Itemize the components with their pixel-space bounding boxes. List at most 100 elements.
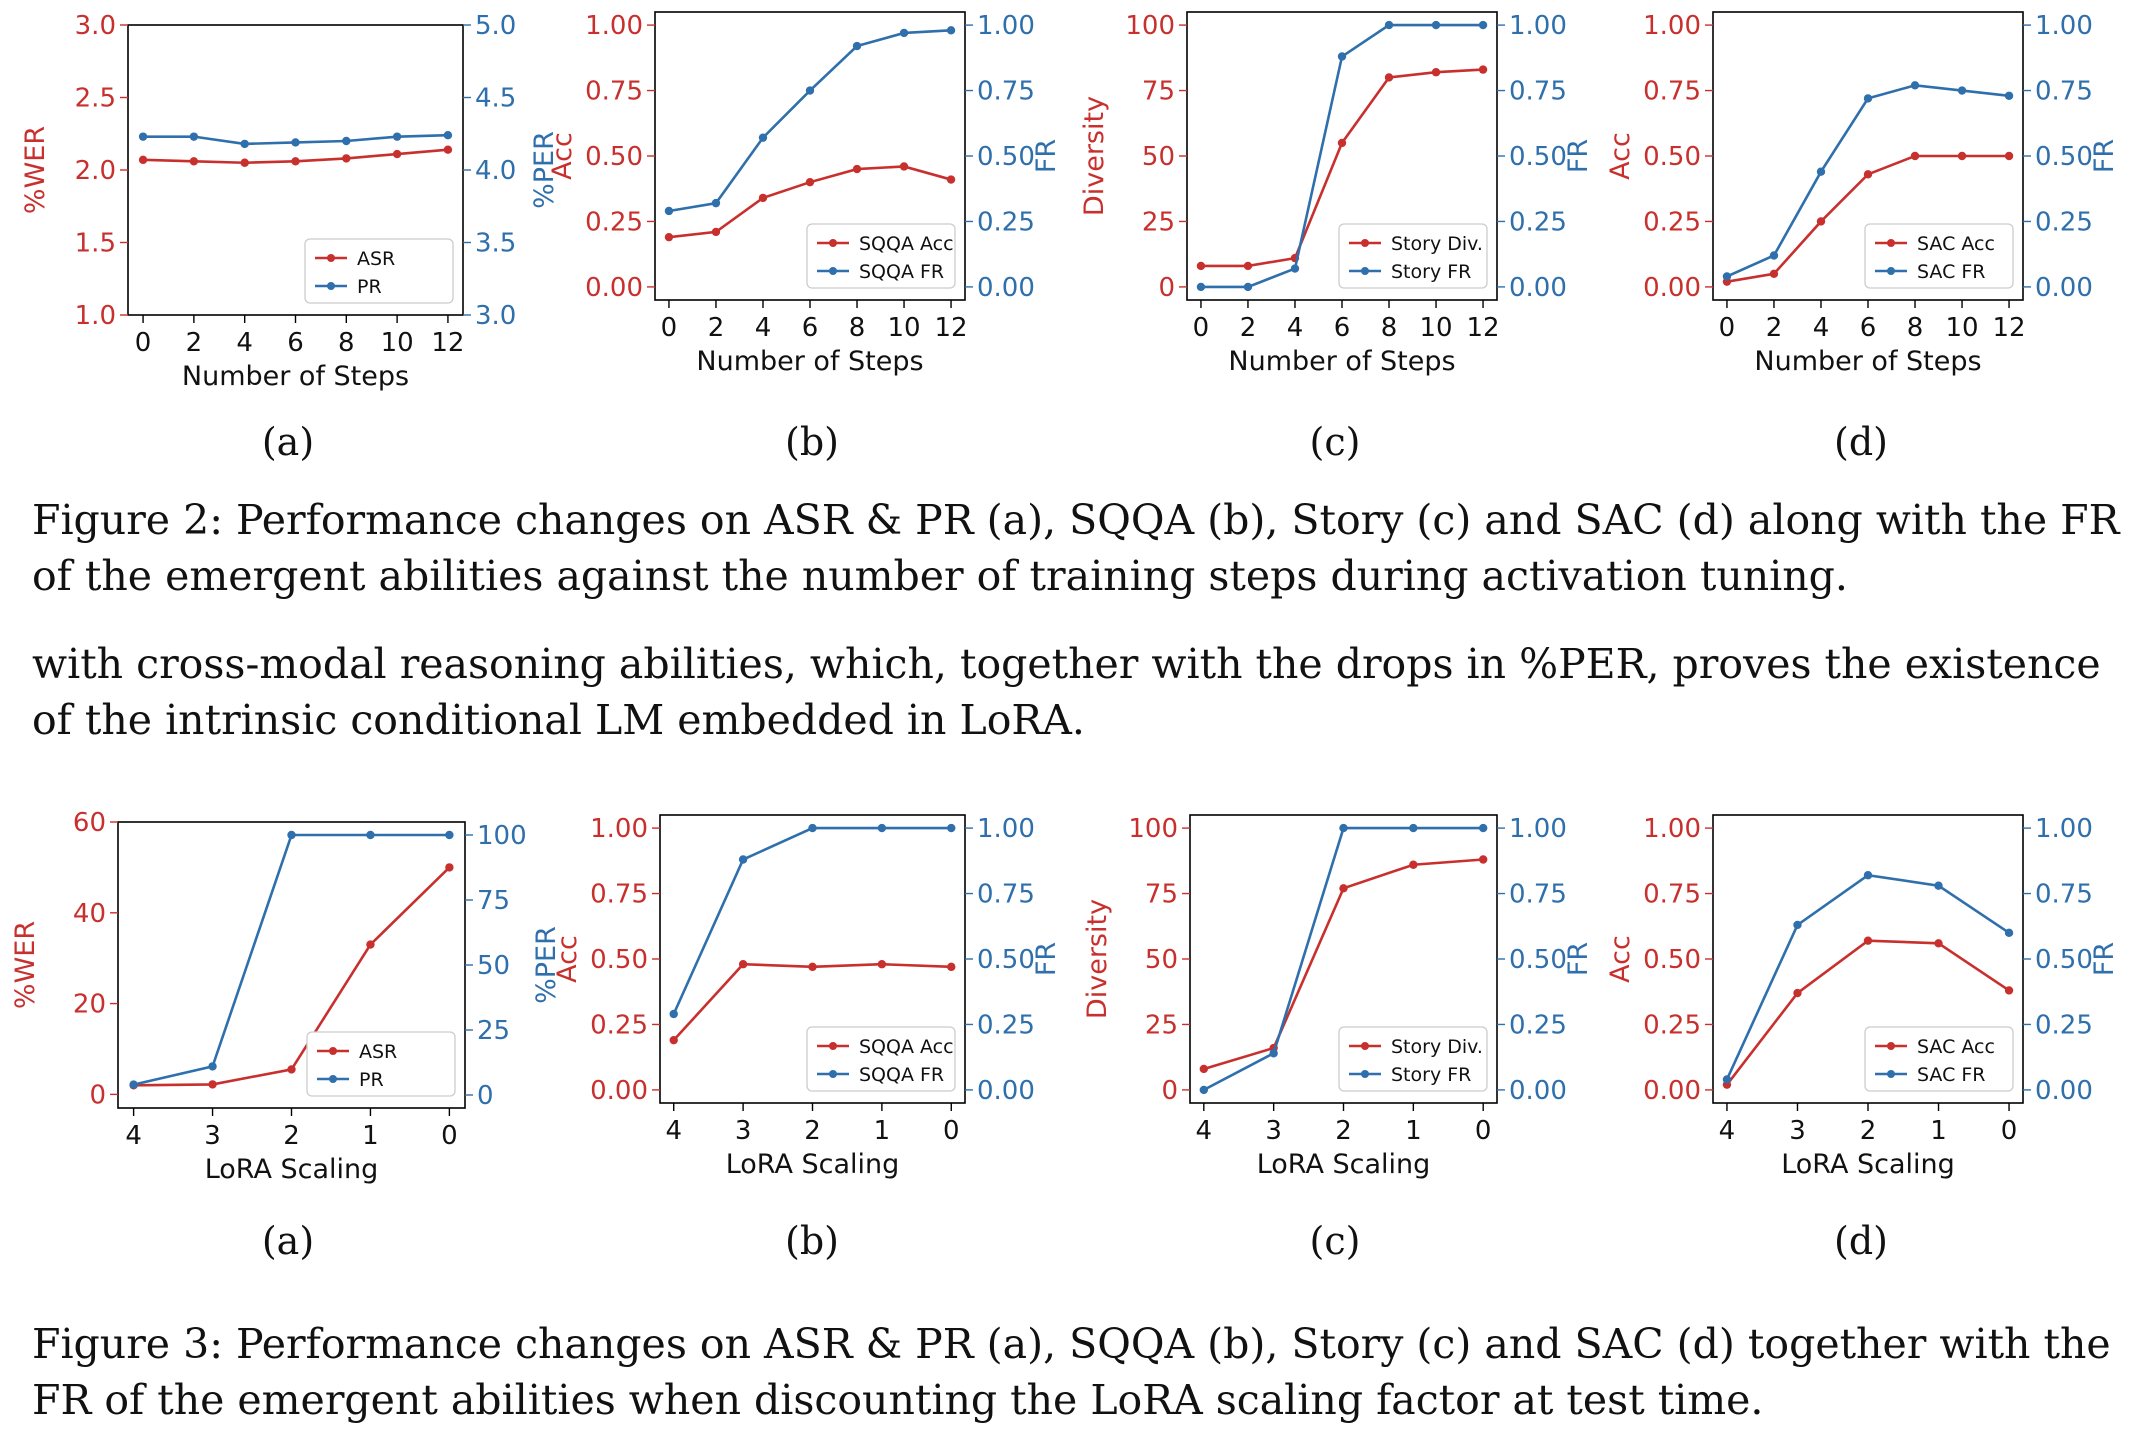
- data-point: [664, 232, 674, 242]
- x-tick-label: 4: [1813, 313, 1830, 343]
- data-point: [664, 206, 674, 216]
- left-y-tick-label: 0.75: [1643, 77, 1701, 107]
- left-y-tick-label: 1.0: [75, 301, 116, 331]
- right-y-axis-label: %PER: [529, 131, 560, 209]
- data-point: [342, 154, 351, 163]
- data-point: [342, 136, 351, 146]
- x-axis-label: LoRA Scaling: [1781, 1149, 1955, 1180]
- left-y-tick-label: 0.50: [585, 142, 643, 172]
- x-tick-label: 12: [935, 313, 968, 343]
- data-point: [1478, 65, 1488, 74]
- legend: ASR PR: [304, 238, 454, 304]
- left-y-tick-label: 0.00: [585, 273, 643, 303]
- x-tick-label: 1: [874, 1116, 891, 1146]
- left-y-tick-label: 100: [1125, 11, 1175, 41]
- fig3-panel-label-b: (b): [785, 1219, 839, 1263]
- series-line-right: [672, 826, 952, 1015]
- right-y-tick-label: 0.00: [1509, 273, 1567, 303]
- x-tick-label: 10: [1945, 313, 1978, 343]
- x-tick-label: 6: [802, 313, 819, 343]
- legend-label: SAC FR: [1917, 261, 1986, 283]
- data-point: [1910, 81, 1920, 90]
- x-tick-label: 6: [287, 328, 304, 358]
- data-point: [1409, 823, 1418, 833]
- right-y-tick-label: 100: [477, 821, 527, 851]
- legend-label: SQQA Acc: [859, 1036, 954, 1058]
- legend-marker: [1887, 1042, 1895, 1050]
- right-y-tick-label: 0.00: [2035, 273, 2093, 303]
- right-y-axis-label: %PER: [531, 926, 562, 1004]
- x-tick-label: 0: [1719, 313, 1736, 343]
- data-point: [1722, 1075, 1732, 1084]
- left-y-axis-label: Acc: [552, 935, 583, 983]
- data-point: [1243, 282, 1253, 292]
- right-y-tick-label: 1.00: [1509, 814, 1567, 844]
- data-point: [2004, 986, 2014, 995]
- right-y-tick-label: 0.50: [2035, 142, 2093, 172]
- left-y-axis-label: Acc: [1605, 935, 1636, 983]
- right-y-tick-label: 4.5: [475, 84, 516, 114]
- x-tick-label: 2: [283, 1121, 300, 1151]
- data-point: [1934, 881, 1943, 890]
- left-y-tick-label: 1.5: [75, 229, 116, 259]
- x-tick-label: 4: [236, 328, 253, 358]
- data-point: [392, 149, 402, 159]
- legend-marker: [829, 239, 837, 247]
- legend-label: ASR: [359, 1041, 397, 1063]
- right-y-tick-label: 0.25: [1509, 1010, 1567, 1040]
- legend-marker: [829, 267, 837, 275]
- right-y-tick-label: 0.75: [1509, 880, 1567, 910]
- left-y-tick-label: 0.75: [585, 77, 643, 107]
- x-tick-label: 2: [708, 313, 725, 343]
- x-tick-label: 4: [755, 313, 772, 343]
- data-point: [1243, 261, 1253, 271]
- x-tick-label: 4: [1719, 1116, 1736, 1146]
- right-y-tick-label: 0.00: [977, 1076, 1035, 1106]
- data-point: [129, 1080, 138, 1089]
- left-y-axis-label: Acc: [547, 132, 578, 180]
- right-y-tick-label: 0.25: [2035, 1010, 2093, 1040]
- data-point: [946, 175, 956, 184]
- data-point: [445, 863, 454, 872]
- data-point: [1431, 20, 1441, 30]
- left-y-axis-label: Diversity: [1079, 96, 1110, 216]
- data-point: [805, 86, 815, 95]
- right-y-tick-label: 1.00: [1509, 11, 1567, 41]
- right-y-tick-label: 3.5: [475, 229, 516, 259]
- data-point: [138, 132, 148, 141]
- data-point: [1196, 282, 1206, 292]
- x-tick-label: 12: [1467, 313, 1500, 343]
- fig2-panel-label-c: (c): [1309, 420, 1361, 464]
- legend-marker: [327, 282, 335, 290]
- x-tick-label: 4: [1287, 313, 1304, 343]
- legend-label: Story FR: [1391, 261, 1471, 283]
- x-tick-label: 8: [338, 328, 355, 358]
- data-point: [1290, 264, 1300, 273]
- left-y-tick-label: 0.00: [1643, 1076, 1701, 1106]
- x-tick-label: 0: [1193, 313, 1210, 343]
- left-y-tick-label: 25: [1145, 1010, 1178, 1040]
- data-point: [1934, 939, 1943, 948]
- x-tick-label: 4: [1196, 1116, 1213, 1146]
- data-point: [877, 960, 887, 969]
- fig3-panel-label-a: (a): [261, 1219, 315, 1263]
- x-tick-label: 1: [362, 1121, 379, 1151]
- right-y-axis-label: FR: [1031, 139, 1062, 173]
- data-point: [1816, 217, 1826, 226]
- left-y-tick-label: 0.75: [1643, 880, 1701, 910]
- data-point: [392, 132, 402, 141]
- legend-marker: [1361, 1070, 1369, 1078]
- data-point: [877, 823, 887, 833]
- x-tick-label: 0: [943, 1116, 960, 1146]
- left-y-tick-label: 40: [73, 899, 106, 929]
- x-axis-label: Number of Steps: [1228, 346, 1455, 377]
- data-point: [208, 1062, 217, 1071]
- left-y-tick-label: 0.25: [590, 1010, 648, 1040]
- data-point: [1339, 823, 1348, 833]
- data-point: [899, 162, 909, 171]
- data-point: [1863, 936, 1873, 945]
- left-y-tick-label: 0: [89, 1080, 106, 1110]
- x-tick-label: 6: [1334, 313, 1351, 343]
- right-y-tick-label: 0.75: [2035, 77, 2093, 107]
